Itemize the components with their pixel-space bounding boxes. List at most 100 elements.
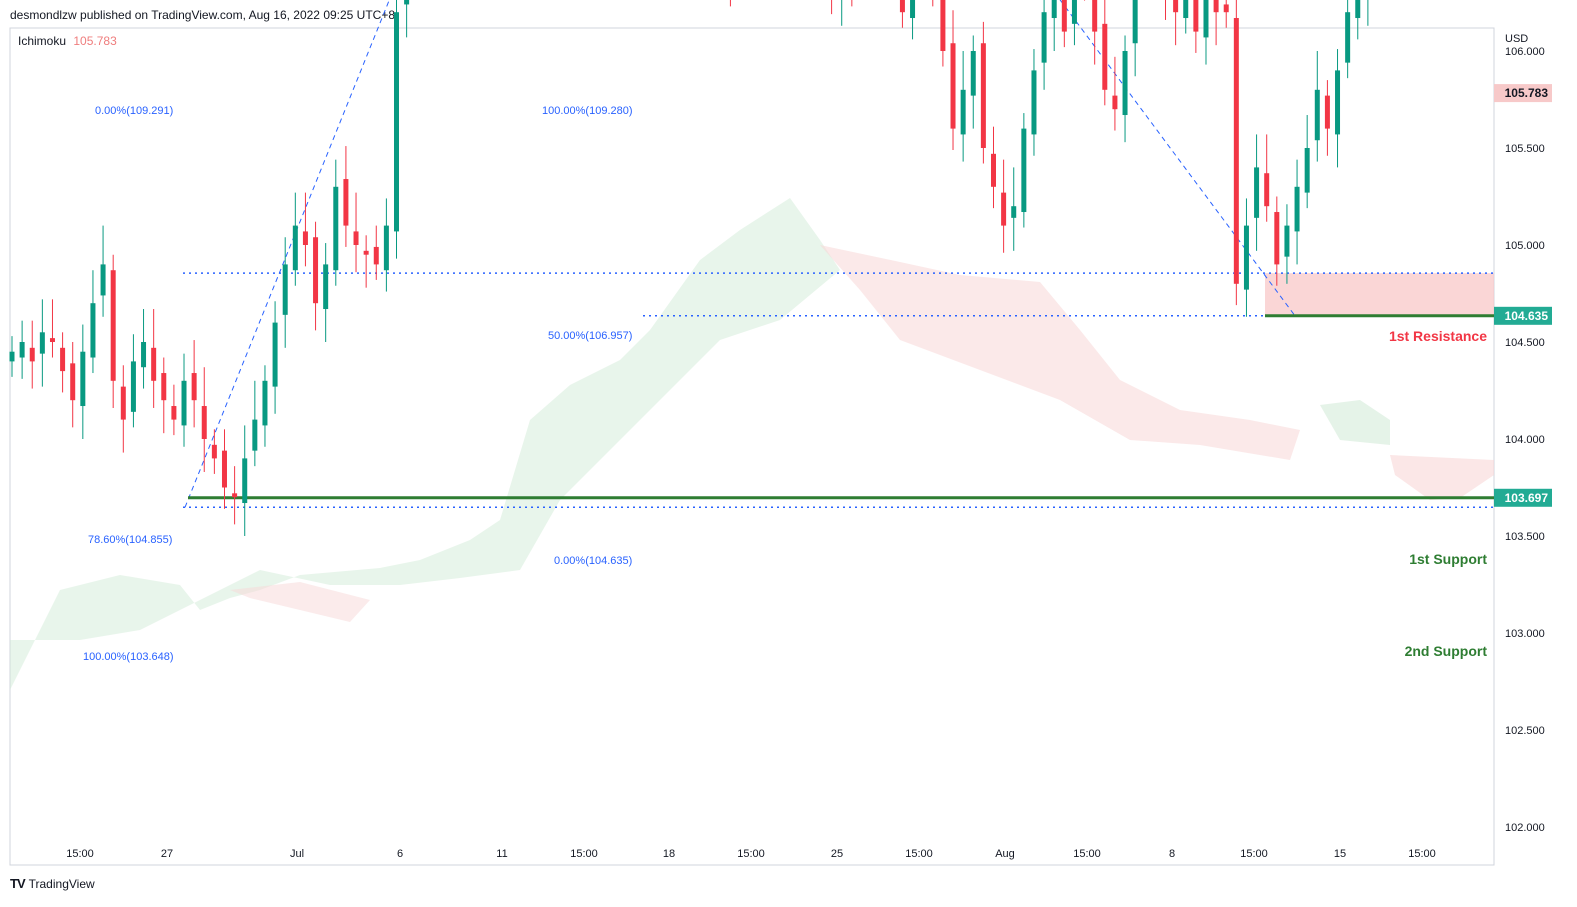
- price-label-1st-support: 104.635: [1505, 309, 1549, 323]
- x-tick-label: 15: [1334, 848, 1346, 860]
- ichimoku-cloud-bearish: [1390, 455, 1494, 500]
- candle-body: [980, 43, 986, 148]
- candle-body: [19, 342, 25, 358]
- candle-body: [394, 12, 400, 232]
- x-tick-label: 15:00: [905, 848, 933, 860]
- x-tick-label: 15:00: [66, 848, 94, 860]
- candle-body: [272, 322, 278, 387]
- level-label: 2nd Support: [1405, 643, 1488, 659]
- candle-body: [1243, 225, 1249, 290]
- x-tick-label: 15:00: [1240, 848, 1268, 860]
- candle-body: [1092, 0, 1098, 32]
- candle-body: [201, 406, 207, 439]
- x-tick-label: 15:00: [1073, 848, 1101, 860]
- x-tick-label: 15:00: [737, 848, 765, 860]
- candle-body: [39, 332, 45, 354]
- support-zone: [1265, 273, 1494, 316]
- candle-body: [161, 373, 167, 401]
- candle-body: [262, 380, 268, 426]
- candle-body: [70, 363, 76, 401]
- candle-body: [970, 51, 976, 96]
- candle-body: [960, 89, 966, 135]
- candle-body: [1001, 192, 1007, 226]
- candle-body: [49, 338, 55, 342]
- candle-body: [940, 0, 946, 51]
- candle-body: [1021, 128, 1027, 213]
- candle-body: [1294, 186, 1300, 232]
- candle-body: [242, 458, 248, 504]
- candle-body: [1183, 0, 1189, 19]
- level-label: 1st Support: [1409, 551, 1487, 567]
- y-tick-label: 104.000: [1505, 434, 1545, 446]
- candle-body: [171, 406, 177, 420]
- candle-body: [292, 225, 298, 271]
- fib-label: 50.00%(106.957): [548, 330, 632, 342]
- candle-body: [232, 493, 238, 498]
- candle-body: [1011, 206, 1017, 218]
- candle-body: [282, 264, 288, 315]
- price-label-2nd-support: 103.697: [1505, 491, 1549, 505]
- candle-body: [100, 264, 106, 296]
- candle-body: [110, 270, 116, 381]
- candle-body: [141, 342, 147, 368]
- level-label: 1st Resistance: [1389, 328, 1487, 344]
- fib-label: 100.00%(109.280): [542, 105, 633, 117]
- x-tick-label: 8: [1169, 848, 1175, 860]
- tradingview-brand[interactable]: TV TradingView: [10, 876, 95, 891]
- price-label-box-2nd-support: [1494, 488, 1552, 507]
- y-tick-label: 102.000: [1505, 822, 1545, 834]
- price-label-box-ichimoku: [1494, 84, 1552, 103]
- x-tick-label: 15:00: [570, 848, 598, 860]
- candle-body: [302, 231, 308, 245]
- fib-label: 0.00%(109.291): [95, 105, 173, 117]
- candle-body: [221, 450, 227, 488]
- candle-body: [1122, 51, 1128, 116]
- candle-body: [181, 380, 187, 426]
- candle-body: [1223, 4, 1229, 13]
- candle-body: [1254, 167, 1260, 218]
- indicator-legend[interactable]: Ichimoku 105.783: [18, 34, 117, 48]
- candle-body: [252, 419, 258, 451]
- candle-body: [1071, 0, 1077, 24]
- indicator-name: Ichimoku: [18, 34, 67, 48]
- publisher-header: desmondlzw published on TradingView.com,…: [10, 8, 396, 22]
- indicator-value: 105.783: [73, 34, 117, 48]
- y-tick-label: 104.500: [1505, 337, 1545, 349]
- x-tick-label: 27: [161, 848, 173, 860]
- candle-body: [29, 347, 35, 362]
- fib-label: 78.60%(104.855): [88, 534, 172, 546]
- brand-name: TradingView: [28, 876, 95, 891]
- candle-body: [130, 361, 136, 412]
- candle-body: [313, 237, 319, 304]
- candle-body: [353, 231, 359, 245]
- ichimoku-cloud-bearish: [820, 245, 1300, 460]
- y-tick-label: 103.500: [1505, 531, 1545, 543]
- y-tick-label: 106.000: [1505, 46, 1545, 58]
- candle-body: [373, 246, 379, 265]
- fib-label: 100.00%(103.648): [83, 651, 174, 663]
- y-tick-label: 102.500: [1505, 725, 1545, 737]
- candle-body: [191, 373, 197, 401]
- price-label-ichimoku: 105.783: [1505, 86, 1549, 100]
- candle-body: [9, 351, 15, 362]
- candle-body: [1233, 18, 1239, 284]
- candle-body: [950, 43, 956, 129]
- candle-body: [1355, 0, 1361, 19]
- candle-body: [383, 225, 389, 271]
- y-tick-label: 103.000: [1505, 628, 1545, 640]
- candle-body: [1213, 0, 1219, 13]
- candle-body: [1112, 95, 1118, 110]
- y-tick-label: 105.500: [1505, 143, 1545, 155]
- x-tick-label: 6: [397, 848, 403, 860]
- candle-body: [990, 153, 996, 187]
- x-tick-label: Aug: [995, 848, 1015, 860]
- ichimoku-cloud-bearish: [230, 582, 370, 622]
- x-tick-label: 11: [496, 848, 507, 860]
- x-tick-label: 25: [831, 848, 843, 860]
- candle-body: [90, 303, 96, 358]
- ichimoku-cloud-bullish: [10, 198, 840, 690]
- candle-body: [80, 351, 86, 407]
- candle-body: [404, 0, 410, 5]
- candle-body: [120, 386, 126, 420]
